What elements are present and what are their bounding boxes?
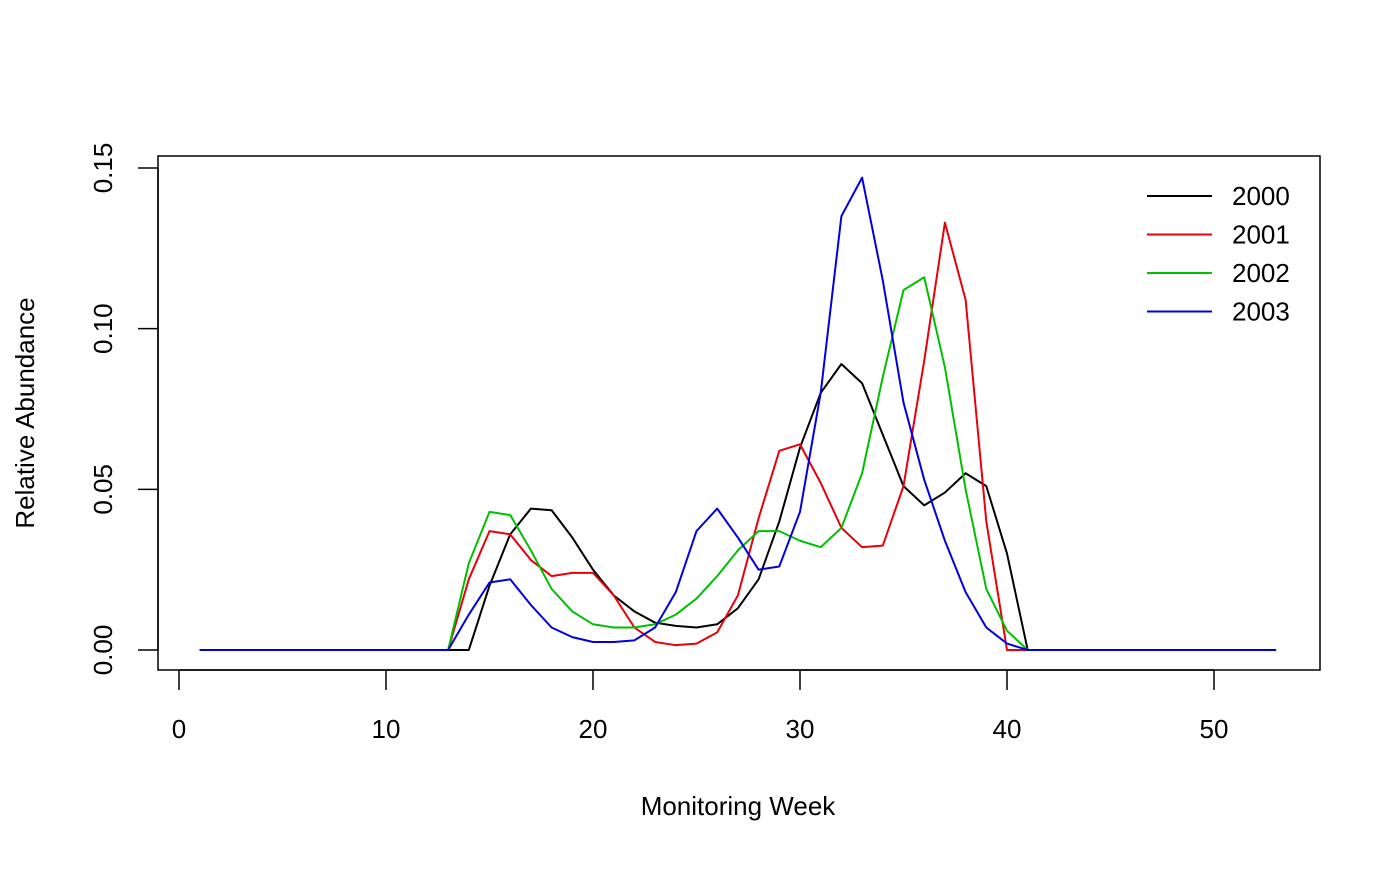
series-line-2003 — [199, 176, 1277, 651]
legend-label-2000: 2000 — [1232, 181, 1290, 211]
legend-label-2001: 2001 — [1232, 220, 1290, 250]
series-layer — [199, 176, 1277, 651]
y-tick-label: 0.05 — [88, 464, 118, 515]
legend-label-2002: 2002 — [1232, 258, 1290, 288]
x-tick-label: 20 — [579, 714, 608, 744]
x-tick-label: 40 — [993, 714, 1022, 744]
legend: 2000 2001 2002 2003 — [1147, 181, 1290, 327]
y-axis-label: Relative Abundance — [10, 297, 40, 528]
y-tick-label: 0.15 — [88, 143, 118, 194]
x-tick-label: 30 — [786, 714, 815, 744]
x-axis: 0 10 20 30 40 50 — [172, 669, 1229, 744]
x-tick-label: 10 — [372, 714, 401, 744]
x-axis-label: Monitoring Week — [641, 791, 837, 821]
y-tick-label: 0.00 — [88, 625, 118, 676]
y-axis: 0.00 0.05 0.10 0.15 — [88, 143, 159, 676]
x-tick-label: 50 — [1200, 714, 1229, 744]
x-tick-label: 0 — [172, 714, 186, 744]
legend-label-2003: 2003 — [1232, 297, 1290, 327]
series-line-2001 — [199, 221, 1277, 651]
y-tick-label: 0.10 — [88, 303, 118, 354]
series-line-2000 — [199, 363, 1277, 651]
